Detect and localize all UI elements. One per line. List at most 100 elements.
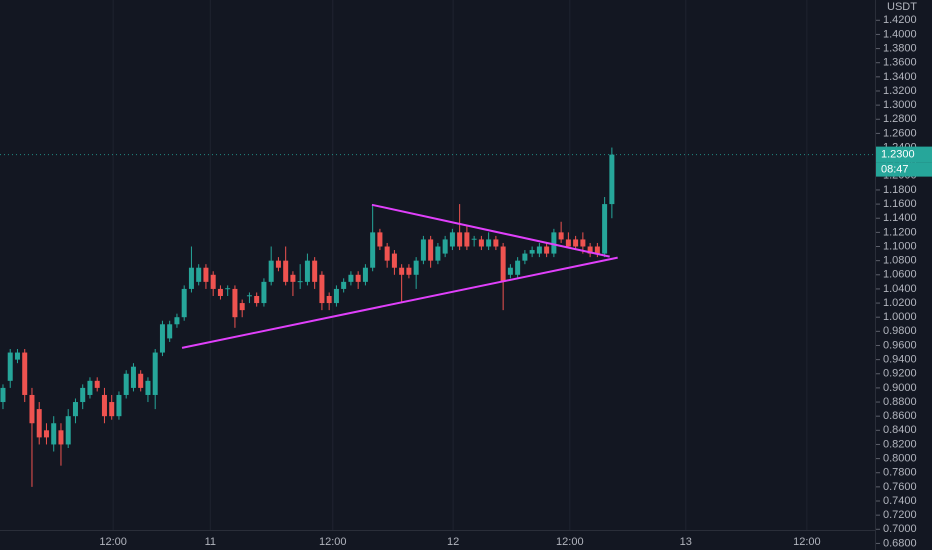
candle-body: [203, 267, 209, 282]
x-tick-label: 12: [447, 536, 459, 548]
y-tick-label: 0.9200: [883, 368, 917, 380]
y-tick-label: 0.8400: [883, 424, 917, 436]
y-tick-label: 1.0600: [883, 269, 917, 281]
trendline: [371, 203, 610, 258]
y-tick-label: 1.3000: [883, 99, 917, 111]
y-tick-label: 0.8600: [883, 410, 917, 422]
candle-body: [138, 373, 144, 388]
x-tick-label: 13: [680, 536, 692, 548]
candle-body: [159, 324, 165, 353]
candle-body: [609, 154, 615, 205]
candle-body: [196, 267, 202, 282]
candle-body: [565, 239, 571, 247]
candle-body: [457, 232, 463, 247]
candle-body: [225, 288, 231, 290]
candle-body: [232, 288, 238, 318]
candle-body: [36, 409, 42, 438]
candle-body: [544, 246, 550, 254]
candle-body: [594, 246, 600, 254]
candle-body: [297, 281, 303, 283]
y-tick-label: 1.3600: [883, 57, 917, 69]
y-tick-label: 0.7800: [883, 467, 917, 479]
candle-body: [65, 416, 71, 445]
candle-body: [391, 253, 397, 268]
candle-body: [167, 324, 173, 339]
y-tick-label: 0.9000: [883, 382, 917, 394]
candle-body: [602, 204, 608, 254]
candle-body: [275, 260, 281, 268]
candle-body: [377, 232, 383, 247]
y-tick-label: 1.4200: [883, 14, 917, 26]
candle-body: [217, 288, 223, 296]
candle-body: [290, 274, 296, 282]
y-tick-label: 1.3400: [883, 71, 917, 83]
candle-body: [435, 246, 441, 261]
x-tick-label: 12:00: [556, 536, 584, 548]
candle-body: [87, 380, 93, 395]
candle-body: [522, 253, 528, 261]
candle-body: [254, 295, 260, 304]
candle-body: [478, 239, 484, 247]
candle-body: [486, 239, 492, 247]
candle-body: [515, 260, 521, 275]
y-tick-label: 0.8000: [883, 452, 917, 464]
candle-body: [442, 239, 448, 254]
y-tick-label: 0.8200: [883, 438, 917, 450]
price-label: 1.2300: [881, 149, 915, 161]
y-tick-label: 0.7200: [883, 509, 917, 521]
candle-body: [348, 274, 354, 282]
x-tick-label: 12:00: [319, 536, 347, 548]
candle-body: [261, 281, 267, 304]
candle-body: [464, 232, 470, 247]
candle-body: [210, 274, 216, 289]
x-tick-label: 12:00: [793, 536, 821, 548]
candle-body: [507, 267, 513, 275]
candle-body: [239, 303, 245, 311]
candle-body: [116, 394, 122, 417]
candle-body: [536, 246, 542, 254]
y-tick-label: 1.3200: [883, 85, 917, 97]
axis-unit: USDT: [887, 1, 917, 13]
countdown-bg: [876, 162, 932, 177]
candle-body: [123, 373, 129, 395]
candle-body: [145, 380, 151, 395]
candle-body: [246, 295, 252, 297]
candle-body: [7, 352, 13, 381]
y-tick-label: 1.2600: [883, 127, 917, 139]
y-tick-label: 1.1800: [883, 184, 917, 196]
candle-body: [500, 246, 506, 282]
candle-body: [109, 402, 115, 417]
candle-body: [174, 317, 180, 325]
candle-body: [29, 394, 35, 424]
candle-body: [580, 239, 586, 247]
candle-body: [413, 260, 419, 275]
y-tick-label: 1.1200: [883, 226, 917, 238]
candle-body: [43, 430, 49, 438]
y-tick-label: 0.8800: [883, 396, 917, 408]
candle-body: [406, 267, 412, 275]
y-tick-label: 0.9800: [883, 325, 917, 337]
candle-body: [304, 260, 310, 282]
countdown: 08:47: [881, 164, 909, 176]
candle-body: [181, 288, 187, 318]
candle-body: [326, 295, 332, 304]
candle-body: [14, 352, 20, 360]
x-tick-label: 11: [205, 536, 216, 548]
candle-body: [399, 267, 405, 275]
candle-body: [51, 423, 57, 445]
candle-body: [152, 352, 158, 395]
candle-body: [22, 352, 28, 395]
candle-body: [558, 232, 564, 240]
candle-body: [362, 267, 368, 282]
y-tick-label: 0.9400: [883, 354, 917, 366]
y-tick-label: 1.0400: [883, 283, 917, 295]
x-tick-label: 12:00: [99, 536, 127, 548]
y-tick-label: 1.0200: [883, 297, 917, 309]
y-tick-label: 1.1400: [883, 212, 917, 224]
candle-body: [0, 387, 6, 403]
y-tick-label: 1.0000: [883, 311, 917, 323]
candle-body: [384, 246, 390, 261]
y-tick-label: 0.7000: [883, 523, 917, 535]
